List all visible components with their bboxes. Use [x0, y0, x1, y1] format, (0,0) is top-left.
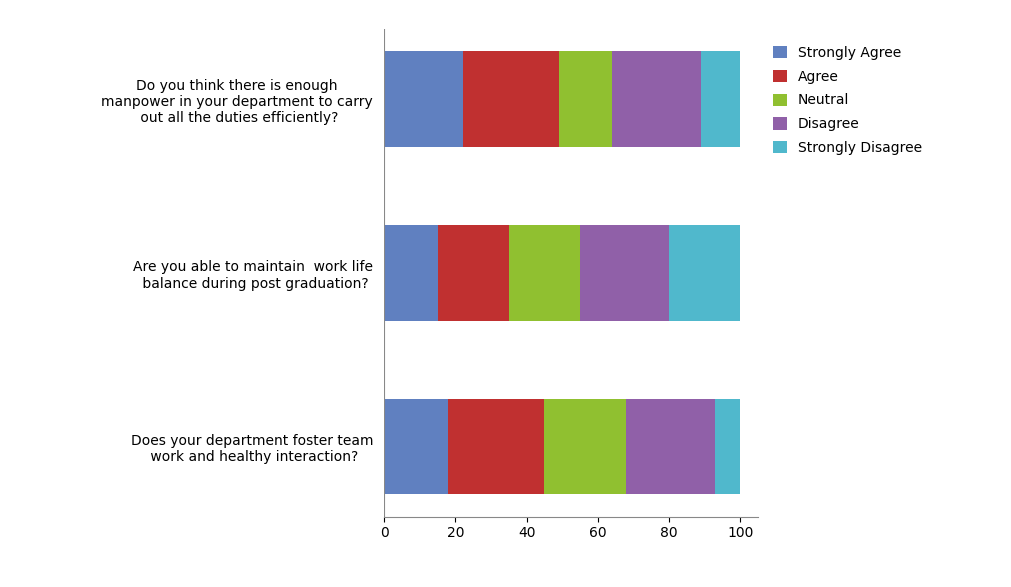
Bar	[702, 52, 740, 147]
Bar	[559, 52, 613, 147]
Bar	[509, 225, 580, 321]
Bar	[716, 399, 740, 494]
Bar	[545, 399, 627, 494]
Bar	[463, 52, 559, 147]
Bar	[669, 225, 740, 321]
Bar	[613, 52, 702, 147]
Bar	[448, 399, 545, 494]
Bar	[580, 225, 669, 321]
Bar	[384, 399, 448, 494]
Legend: Strongly Agree, Agree, Neutral, Disagree, Strongly Disagree: Strongly Agree, Agree, Neutral, Disagree…	[772, 46, 922, 155]
Bar	[438, 225, 509, 321]
Bar	[384, 225, 438, 321]
Bar	[384, 52, 463, 147]
Bar	[627, 399, 716, 494]
